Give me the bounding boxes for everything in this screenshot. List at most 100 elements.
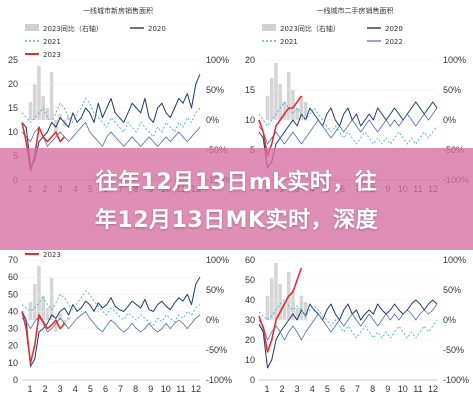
y2-tick-label: 0% [443, 115, 456, 125]
legend-swatch-band [25, 24, 39, 31]
yoy-bar [58, 314, 62, 320]
yoy-bar [299, 296, 304, 320]
y2-tick-label: 0% [206, 115, 219, 125]
x-tick-label: 9 [385, 384, 390, 394]
y-tick-label: 10 [245, 355, 255, 365]
yoy-bar [37, 266, 41, 320]
chart-panel-bottom-right: 0 10 20 30 40 50 60 100% 50% 0% -50% -100% 1 2 3 4 5 6 7 8 9… [237, 200, 473, 400]
y-tick-label: 15 [245, 85, 255, 95]
y-tick-label: 40 [8, 306, 18, 316]
yoy-bar [49, 278, 54, 320]
x-tick-label: 9 [148, 384, 153, 394]
y-tick-label: 0 [13, 375, 18, 385]
x-tick-label: 3 [58, 384, 63, 394]
yoy-bar [66, 317, 71, 320]
series-line-s2022 [21, 311, 201, 333]
x-tick-label: 2 [280, 384, 285, 394]
legend-label-s2021: 2021 [43, 38, 61, 46]
series-line-s2022 [258, 107, 438, 145]
y-tick-label: 50 [8, 289, 18, 299]
y-tick-label: 60 [245, 255, 255, 265]
yoy-bar [28, 102, 33, 120]
yoy-bar [282, 302, 287, 320]
y2-tick-label: 50% [443, 85, 461, 95]
series-line-s2022 [21, 122, 201, 147]
yoy-bar [278, 284, 282, 320]
yoy-bar [295, 108, 299, 120]
yoy-bar [269, 278, 274, 320]
yoy-bar [41, 296, 45, 320]
y-tick-label: 70 [8, 255, 18, 265]
x-tick-label: 4 [310, 384, 315, 394]
y-tick-label: 60 [8, 272, 18, 282]
x-tick-label: 1 [264, 384, 269, 394]
yoy-bar [274, 263, 278, 320]
legend-label-s2020: 2020 [385, 25, 403, 33]
yoy-bar [303, 102, 308, 120]
yoy-bar [54, 320, 58, 332]
y2-tick-label: -100% [206, 375, 232, 385]
banner-title-line-1: 往年12月13日mk实时，往 [95, 170, 378, 195]
y-tick-label: 10 [245, 115, 255, 125]
series-line-s2021 [258, 299, 438, 339]
x-tick-label: 5 [325, 384, 330, 394]
legend-label-s2022: 2022 [385, 38, 403, 46]
y-tick-label: 10 [8, 358, 18, 368]
yoy-bar [299, 96, 304, 120]
yoy-bar [291, 90, 295, 120]
x-tick-label: 10 [161, 384, 171, 394]
y2-tick-label: 100% [443, 255, 466, 265]
title-banner [0, 148, 473, 250]
series-line-s2020 [21, 276, 201, 367]
yoy-bar [32, 284, 37, 320]
series-line-s2022 [258, 303, 438, 341]
y-tick-label: 0 [250, 375, 255, 385]
yoy-bar [49, 72, 54, 120]
legend-label-s2021: 2021 [280, 38, 298, 46]
x-tick-label: 6 [103, 384, 108, 394]
yoy-bar [303, 302, 308, 320]
x-tick-label: 11 [176, 384, 185, 394]
y-tick-label: 20 [245, 55, 255, 65]
x-tick-label: 1 [27, 384, 32, 394]
y2-tick-label: 100% [206, 255, 229, 265]
y2-tick-label: -50% [206, 345, 227, 355]
x-tick-label: 6 [340, 384, 345, 394]
y2-tick-label: 50% [206, 85, 224, 95]
y-tick-label: 20 [8, 79, 18, 89]
yoy-bar [278, 84, 282, 120]
y-tick-label: 20 [245, 335, 255, 345]
y2-tick-label: 50% [206, 285, 224, 295]
series-line-s2023 [21, 311, 66, 364]
y2-tick-label: 100% [206, 55, 229, 65]
banner-title-line-2: 年12月13日MK实时，深度 [94, 208, 379, 233]
legend-label-band: 2023同比（右轴） [43, 24, 103, 33]
yoy-bar [45, 108, 50, 120]
legend-swatch-band [262, 24, 276, 31]
x-tick-label: 8 [370, 384, 375, 394]
y2-tick-label: 0% [443, 315, 456, 325]
yoy-bar [265, 296, 270, 320]
legend-label-s2023: 2023 [43, 251, 61, 259]
series-line-s2023 [258, 267, 303, 353]
y2-tick-label: 100% [443, 55, 466, 65]
yoy-bar [282, 102, 287, 120]
chart-title: 一线城市新房销售面积 [83, 6, 153, 15]
legend-label-s2020: 2020 [148, 25, 166, 33]
yoy-bar [58, 114, 62, 120]
yoy-bar [269, 78, 274, 120]
x-tick-label: 12 [428, 384, 438, 394]
x-tick-label: 8 [133, 384, 138, 394]
yoy-bar [265, 96, 270, 120]
y-tick-label: 40 [245, 295, 255, 305]
x-tick-label: 7 [118, 384, 123, 394]
y2-tick-label: 0% [206, 315, 219, 325]
y-tick-label: 10 [8, 127, 18, 137]
yoy-bar [37, 66, 41, 120]
series-line-s2021 [21, 290, 201, 326]
legend-label-s2023: 2023 [43, 51, 61, 59]
x-tick-label: 3 [295, 384, 300, 394]
yoy-bar [291, 290, 295, 320]
yoy-bar [28, 302, 33, 320]
